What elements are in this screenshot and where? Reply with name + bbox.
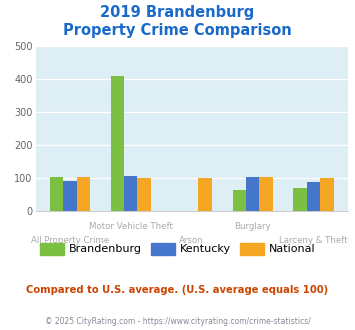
Text: Motor Vehicle Theft: Motor Vehicle Theft <box>89 222 173 231</box>
Text: All Property Crime: All Property Crime <box>31 236 109 245</box>
Bar <box>50 177 63 211</box>
Text: Property Crime Comparison: Property Crime Comparison <box>63 23 292 38</box>
Bar <box>294 188 307 211</box>
Text: Burglary: Burglary <box>234 222 271 231</box>
Bar <box>63 181 77 211</box>
Bar <box>137 178 151 211</box>
Bar <box>246 177 260 211</box>
Bar <box>77 177 90 211</box>
Text: © 2025 CityRating.com - https://www.cityrating.com/crime-statistics/: © 2025 CityRating.com - https://www.city… <box>45 317 310 326</box>
Text: Larceny & Theft: Larceny & Theft <box>279 236 348 245</box>
Bar <box>198 178 212 211</box>
Bar <box>124 176 137 211</box>
Bar <box>233 190 246 211</box>
Bar <box>320 178 334 211</box>
Text: Compared to U.S. average. (U.S. average equals 100): Compared to U.S. average. (U.S. average … <box>26 285 329 295</box>
Text: 2019 Brandenburg: 2019 Brandenburg <box>100 5 255 20</box>
Text: Arson: Arson <box>179 236 204 245</box>
Legend: Brandenburg, Kentucky, National: Brandenburg, Kentucky, National <box>36 238 320 259</box>
Bar <box>111 76 124 211</box>
Bar <box>307 182 320 211</box>
Bar <box>260 177 273 211</box>
